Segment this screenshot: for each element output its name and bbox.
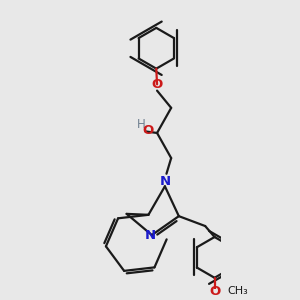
Text: N: N <box>145 229 156 242</box>
Text: H: H <box>137 118 146 131</box>
Text: O: O <box>143 124 154 137</box>
Text: CH₃: CH₃ <box>227 286 248 296</box>
Text: N: N <box>159 175 170 188</box>
Text: O: O <box>209 285 220 298</box>
Text: O: O <box>152 78 163 91</box>
